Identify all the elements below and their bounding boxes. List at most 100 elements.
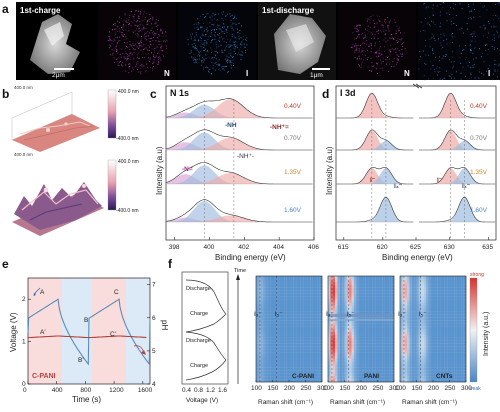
i3d-xtick: 630 — [444, 244, 455, 251]
ph-curve — [28, 335, 147, 339]
raman-map-cnts: I₃⁻ I₅⁻ CNTs 100 150 200 250 300 Raman shift (cm… — [395, 275, 472, 406]
raman-colorbar — [469, 277, 478, 383]
sem-discharge-scale: 1μm — [310, 72, 323, 79]
i3d-series-label: 1.60V — [470, 207, 488, 214]
sem-discharge-title: 1st-discharge — [262, 6, 315, 15]
e-xtick: 800 — [80, 387, 91, 394]
voltage-curve — [27, 298, 151, 366]
eds-n-label: N — [164, 69, 170, 78]
afm-size-1: 400.0 nm — [14, 85, 33, 90]
i3d-series-label: 0.70V — [470, 135, 488, 142]
e-xlabel: Time (s) — [72, 395, 101, 404]
f-state-3: Discharge — [186, 338, 211, 344]
f-voltage-xtick: 0.8 — [194, 387, 203, 394]
e-state-label: A — [40, 289, 45, 296]
f-state-2: Charge — [190, 311, 208, 317]
afm-size-2: 400.0 nm — [14, 152, 33, 157]
n1s-annot-nhp2: -NH⁺- — [237, 153, 254, 160]
panel-c-xps-n1s: N 1s -NH -NH⁺= -NH⁺- -N= Binding energy … — [155, 85, 319, 262]
i3d-component-peak — [336, 197, 414, 222]
n1s-series-label: 1.60V — [284, 207, 302, 214]
i3d-annot-i3-b: I⁻ — [437, 177, 443, 184]
panel-f-raman: Discharge Charge Discharge Charge Time V… — [181, 268, 490, 406]
panel-a-microscopy: 1st-charge 2μm N I 1st-discharge 1μm — [16, 2, 500, 81]
raman-xlabel: Raman shift (cm⁻¹) — [402, 399, 457, 406]
e-ytick-left: 1 — [22, 339, 26, 346]
n1s-series-label: 0.40V — [284, 103, 302, 110]
panel-d-xps-i3d: I 3d I⁻ I₃⁻ I⁻ I₃⁻ Binding energy (eV) I… — [325, 83, 497, 262]
e-state-label: B — [84, 317, 88, 324]
raman-xlabel: Raman shift (cm⁻¹) — [258, 399, 313, 406]
afm-map-discharge: 400.0 nm 400.0 nm -400.0 nm — [12, 152, 139, 236]
i3d-xlabel: Binding energy (eV) — [382, 253, 453, 262]
e-xtick: 0 — [23, 387, 27, 394]
raman-xtick: 250 — [301, 385, 312, 392]
n1s-xlabel: Binding energy (eV) — [215, 253, 286, 262]
colorbar-title: Intensity (a.u.) — [483, 312, 490, 356]
afm-scale-bottom-1: -400.0 nm — [116, 136, 139, 142]
raman-peak-label: I₅⁻ — [347, 311, 355, 318]
f-state-4: Charge — [190, 363, 208, 369]
n1s-component-peak — [166, 99, 314, 118]
colorbar-bottom: weak — [469, 386, 481, 392]
n1s-xtick: 406 — [308, 244, 319, 251]
f-voltage-xtick: 1.6 — [218, 387, 227, 394]
sem-image-charge: 1st-charge 2μm — [20, 6, 80, 79]
e-ytick-right: 7 — [152, 282, 156, 289]
i3d-component-peak — [336, 168, 414, 184]
n1s-annot-ne: -N= — [182, 166, 193, 173]
raman-xtick: 100 — [395, 385, 406, 392]
i3d-annot-i5: I₃⁻ — [394, 183, 403, 190]
n1s-ylabel: Intensity (a.u) — [155, 146, 164, 195]
i3d-annot-i5-b: I₃⁻ — [462, 183, 471, 190]
i3d-series-label: 1.35V — [470, 169, 488, 176]
n1s-xtick: 400 — [204, 244, 215, 251]
eds-map-i-charge: I — [178, 2, 256, 80]
i3d-component-peak — [419, 197, 496, 222]
n1s-component-peak — [166, 132, 314, 150]
raman-peak-label: I₃⁻ — [398, 311, 406, 318]
n1s-component-peak — [166, 201, 314, 222]
panel-label-e: e — [2, 257, 9, 271]
raman-xlabel: Raman shift (cm⁻¹) — [330, 399, 385, 406]
panel-b-afm: 400.0 nm 400.0 nm -400.0 nm 400.0 nm 400… — [11, 85, 139, 236]
i3d-title: I 3d — [340, 88, 356, 98]
n1s-title: N 1s — [170, 88, 189, 98]
f-state-1: Discharge — [186, 286, 211, 292]
sem-charge-scale: 2μm — [52, 72, 65, 79]
raman-xtick: 200 — [356, 385, 367, 392]
e-material: C-PANI — [32, 373, 56, 380]
e-xtick: 400 — [52, 387, 63, 394]
raman-map-c-pani: I₃⁻ I₅⁻ C-PANI 100 150 200 250 300 Raman shift (… — [251, 275, 328, 406]
raman-map-pani: I₃⁻ I₅⁻ PANI 100 150 200 250 300 Raman shift (cm… — [323, 275, 400, 406]
i3d-component-peak — [419, 93, 496, 118]
i3d-xtick: 635 — [482, 244, 493, 251]
i3d-annot-i3: I⁻ — [370, 177, 376, 184]
e-ytick-right: 6 — [152, 315, 156, 322]
panel-label-b: b — [2, 87, 9, 101]
f-time-label: Time — [234, 268, 246, 274]
n1s-component-peak — [166, 173, 314, 184]
panel-label-c: c — [150, 87, 157, 101]
e-ytick-left: 2 — [22, 296, 26, 303]
n1s-component-peak — [166, 137, 314, 150]
i3d-component-peak — [336, 130, 414, 150]
e-ytick-right: 4 — [152, 381, 156, 388]
i3d-component-peak — [419, 168, 496, 184]
raman-xtick: 250 — [373, 385, 384, 392]
afm-scale-top-2: 400.0 nm — [118, 159, 139, 165]
afm-scale-top-1: 400.0 nm — [118, 89, 139, 95]
f-voltage-xtick: 1.2 — [206, 387, 215, 394]
i3d-xtick: 615 — [338, 244, 349, 251]
n1s-component-peak — [166, 215, 314, 222]
raman-xtick: 250 — [445, 385, 456, 392]
raman-peak-label: I₃⁻ — [254, 311, 262, 318]
eds-i-label-2: I — [488, 69, 490, 78]
raman-peak-label: I₃⁻ — [326, 311, 334, 318]
panel-label-d: d — [322, 87, 329, 101]
raman-xtick: 200 — [428, 385, 439, 392]
raman-xtick: 150 — [268, 385, 279, 392]
i3d-component-peak — [336, 168, 414, 184]
raman-xtick: 300 — [389, 385, 400, 392]
